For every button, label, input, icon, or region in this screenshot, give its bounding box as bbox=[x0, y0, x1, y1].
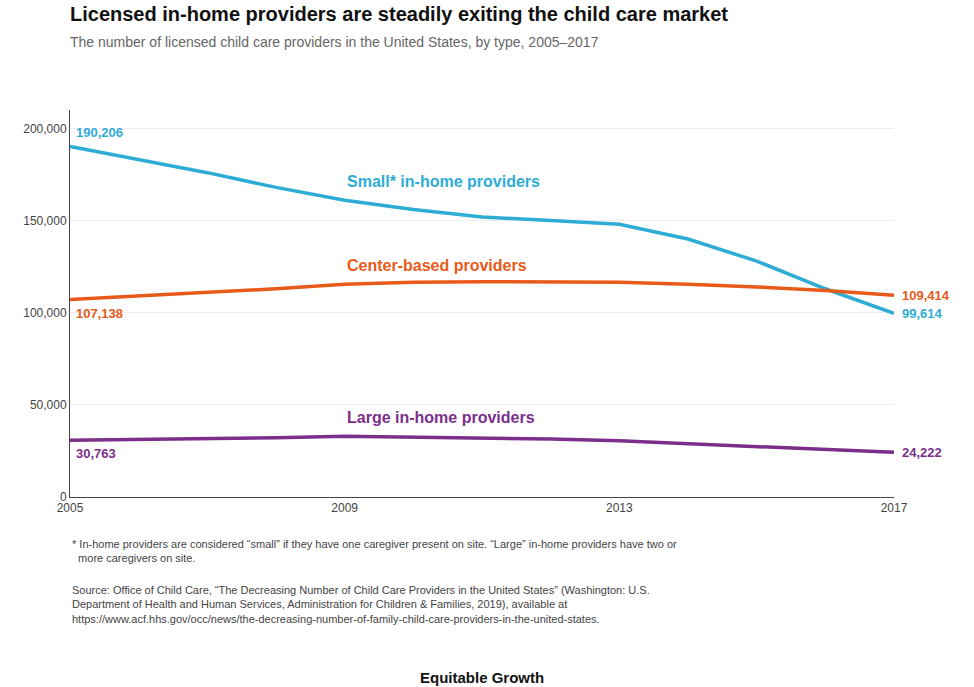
svg-text:50,000: 50,000 bbox=[30, 398, 67, 412]
svg-text:24,222: 24,222 bbox=[902, 445, 942, 460]
svg-text:30,763: 30,763 bbox=[76, 446, 116, 461]
svg-text:Licensed in-home providers are: Licensed in-home providers are steadily … bbox=[70, 3, 728, 50]
svg-text:Small* in-home providers: Small* in-home providers bbox=[347, 173, 540, 190]
svg-text:2017: 2017 bbox=[881, 501, 908, 515]
svg-text:Source: Office of Child Care,: Source: Office of Child Care, “The Decre… bbox=[72, 584, 650, 625]
svg-text:* In-home providers are consid: * In-home providers are considered “smal… bbox=[72, 538, 677, 564]
svg-text:2009: 2009 bbox=[331, 501, 358, 515]
svg-text:107,138: 107,138 bbox=[76, 306, 123, 321]
svg-text:2013: 2013 bbox=[606, 501, 633, 515]
svg-text:99,614: 99,614 bbox=[902, 306, 943, 321]
svg-text:100,000: 100,000 bbox=[23, 306, 67, 320]
svg-text:200,000: 200,000 bbox=[23, 122, 67, 136]
svg-text:2005: 2005 bbox=[57, 501, 84, 515]
svg-text:109,414: 109,414 bbox=[902, 288, 950, 303]
svg-text:Large in-home providers: Large in-home providers bbox=[347, 409, 535, 426]
svg-text:190,206: 190,206 bbox=[76, 125, 123, 140]
svg-text:Equitable Growth: Equitable Growth bbox=[420, 669, 544, 686]
svg-text:Center-based providers: Center-based providers bbox=[347, 257, 527, 274]
svg-text:150,000: 150,000 bbox=[23, 214, 67, 228]
svg-text:0: 0 bbox=[60, 490, 67, 504]
